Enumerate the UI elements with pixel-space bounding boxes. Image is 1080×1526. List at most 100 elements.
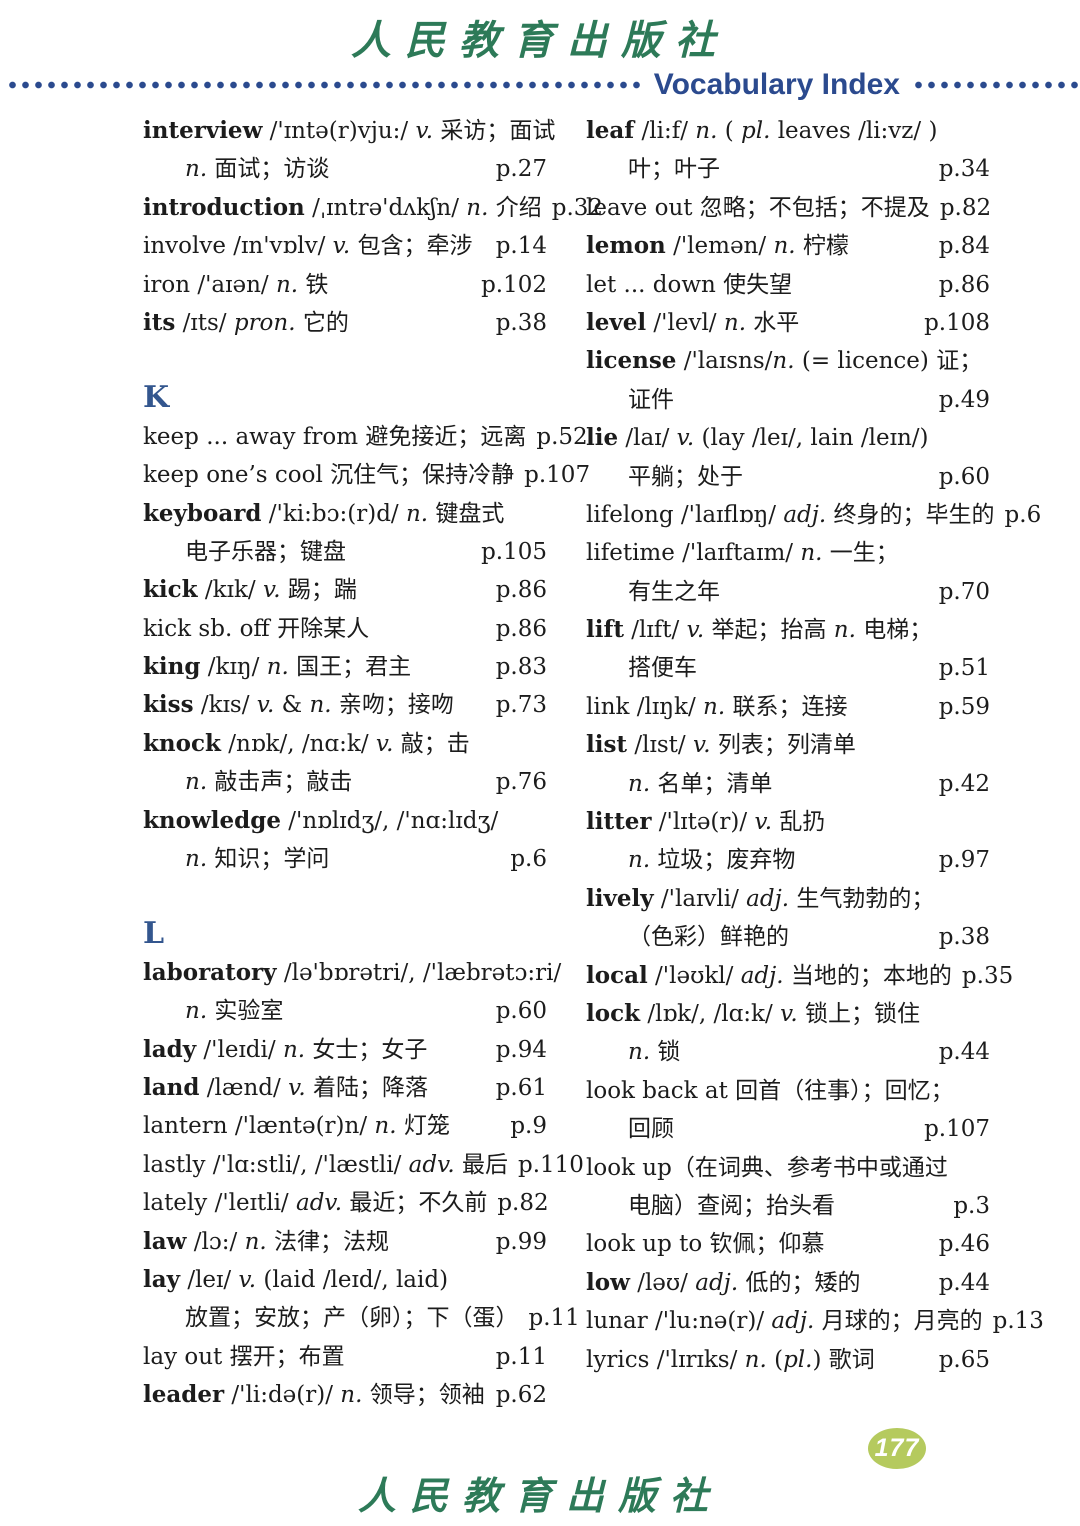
index-entry: keyboard /'ki:bɔ:(r)d/ n. 键盘式 电子乐器；键盘 p.10… [143, 495, 547, 572]
entry-text: list /lɪst/ v. 列表；列清单 [586, 731, 856, 759]
entry-text: level /'levl/ n. 水平 [586, 308, 800, 336]
entry-line: 叶；叶子 p.34 [586, 150, 990, 188]
entry-line: law /lɔ:/ n. 法律；法规 p.99 [143, 1223, 547, 1261]
entry-text: king /kɪŋ/ n. 国王；君主 [143, 653, 412, 681]
index-entry: low /ləʊ/ adj. 低的；矮的 p.44 [586, 1264, 990, 1302]
page-ref: p.44 [938, 1039, 990, 1066]
page-ref: p.107 [524, 462, 591, 489]
page-ref: p.86 [495, 577, 547, 604]
index-entry: lantern /'læntə(r)n/ n. 灯笼 p.9 [143, 1107, 547, 1145]
entry-line: kick sb. off 开除某人 p.86 [143, 610, 547, 648]
entry-text: lifelong /'laɪflɒŋ/ adj. 终身的；毕生的 [586, 501, 995, 528]
entry-line: laboratory /lə'bɒrətri/, /'læbrətɔ:ri/ [143, 954, 561, 992]
page-ref: p.27 [495, 156, 547, 183]
entry-text: leader /'li:də(r)/ n. 领导；领袖 [143, 1381, 485, 1409]
entry-line: lifelong /'laɪflɒŋ/ adj. 终身的；毕生的 p.6 [586, 496, 1041, 534]
index-entry: lifelong /'laɪflɒŋ/ adj. 终身的；毕生的 p.6 [586, 496, 1041, 534]
entry-line: introduction /ˌɪntrə'dʌkʃn/ n. 介绍 p.32 [143, 189, 603, 227]
entry-line: n. 名单；清单 p.42 [586, 765, 990, 803]
index-entry: keep one’s cool 沉住气；保持冷静 p.107 [143, 456, 590, 494]
entry-text: keyboard /'ki:bɔ:(r)d/ n. 键盘式 [143, 499, 505, 527]
entry-text: lastly /'lɑ:stli/, /'læstli/ adv. 最后 [143, 1151, 508, 1178]
entry-text: n. 敲击声；敲击 [185, 769, 353, 796]
page-ref: p.99 [495, 1228, 547, 1255]
entry-line: 平躺；处于 p.60 [586, 458, 990, 496]
page-ref: p.46 [938, 1231, 990, 1258]
entry-text: 回顾 [628, 1116, 674, 1143]
entry-line: iron /'aɪən/ n. 铁 p.102 [143, 266, 547, 304]
index-entry: list /lɪst/ v. 列表；列清单 n. 名单；清单 p.42 [586, 726, 990, 803]
entry-line: 放置；安放；产（卵）；下（蛋） p.11 [143, 1299, 580, 1337]
entry-text: look up to 钦佩；仰慕 [586, 1231, 825, 1258]
entry-text: lie /laɪ/ v. (lay /leɪ/, lain /leɪn/) [586, 424, 929, 452]
entry-line: n. 锁 p.44 [586, 1033, 990, 1071]
entry-line: leaf /li:f/ n. ( pl. leaves /li:vz/ ) [586, 112, 990, 150]
entry-line: 有生之年 p.70 [586, 573, 990, 611]
entry-text: lively /'laɪvli/ adj. 生气勃勃的； [586, 884, 935, 912]
entry-text: look up（在词典、参考书中或通过 [586, 1154, 948, 1181]
index-column-right: leaf /li:f/ n. ( pl. leaves /li:vz/ ) 叶；叶… [586, 112, 1044, 1415]
entry-text: interview /'ɪntə(r)vju:/ v. 采访；面试 [143, 117, 556, 144]
entry-line: low /ləʊ/ adj. 低的；矮的 p.44 [586, 1264, 990, 1302]
entry-text: its /ɪts/ pron. 它的 [143, 308, 349, 336]
index-entry: leader /'li:də(r)/ n. 领导；领袖 p.62 [143, 1376, 547, 1414]
entry-text: lady /'leɪdi/ n. 女士；女子 [143, 1035, 428, 1063]
entry-text: license /'laɪsns/n. (= licence) 证； [586, 347, 983, 375]
entry-line: lastly /'lɑ:stli/, /'læstli/ adv. 最后 p.11… [143, 1146, 584, 1184]
entry-text: 电脑）查阅；抬头看 [628, 1192, 835, 1219]
entry-line: license /'laɪsns/n. (= licence) 证； [586, 342, 990, 380]
index-entry: lyrics /'lɪrɪks/ n. (pl.) 歌词 p.65 [586, 1341, 990, 1379]
index-entry: local /'ləʊkl/ adj. 当地的；本地的 p.35 [586, 957, 1013, 995]
entry-text: knowledge /'nɒlɪdʒ/, /'nɑ:lɪdʒ/ [143, 806, 499, 834]
entry-line: lately /'leɪtli/ adv. 最近；不久前 p.82 [143, 1184, 549, 1222]
page-ref: p.65 [938, 1346, 990, 1373]
index-entry: lady /'leɪdi/ n. 女士；女子 p.94 [143, 1031, 547, 1069]
index-entry: lastly /'lɑ:stli/, /'læstli/ adv. 最后 p.11… [143, 1146, 584, 1184]
entry-text: 搭便车 [628, 655, 697, 682]
index-entry: look back at 回首（往事）；回忆； 回顾 p.107 [586, 1072, 990, 1149]
section-letter: K [143, 380, 170, 416]
page-ref: p.108 [924, 309, 990, 336]
entry-text: link /lɪŋk/ n. 联系；连接 [586, 693, 848, 720]
entry-line: lay /leɪ/ v. (laid /leɪd/, laid) [143, 1261, 547, 1299]
entry-text: n. 实验室 [185, 998, 284, 1025]
index-entry: involve /ɪn'vɒlv/ v. 包含；牵涉 p.14 [143, 227, 547, 265]
entry-text: n. 面试；访谈 [185, 156, 330, 183]
entry-line: involve /ɪn'vɒlv/ v. 包含；牵涉 p.14 [143, 227, 547, 265]
entry-text: lemon /'lemən/ n. 柠檬 [586, 232, 849, 260]
entry-line: 证件 p.49 [586, 381, 990, 419]
entry-line: interview /'ɪntə(r)vju:/ v. 采访；面试 [143, 112, 555, 150]
entry-line: kick /kɪk/ v. 踢；踹 p.86 [143, 571, 547, 609]
entry-text: 电子乐器；键盘 [185, 538, 346, 565]
index-entry: link /lɪŋk/ n. 联系；连接 p.59 [586, 688, 990, 726]
entry-text: kick sb. off 开除某人 [143, 615, 370, 642]
entry-line: litter /'lɪtə(r)/ v. 乱扔 [586, 803, 990, 841]
entry-line: lay out 摆开；布置 p.11 [143, 1338, 547, 1376]
entry-text: keep one’s cool 沉住气；保持冷静 [143, 462, 515, 489]
entry-line: lifetime /'laɪftaɪm/ n. 一生； [586, 534, 990, 572]
entry-line: look up（在词典、参考书中或通过 [586, 1149, 990, 1187]
page-ref: p.84 [938, 233, 990, 260]
entry-text: laboratory /lə'bɒrətri/, /'læbrətɔ:ri/ [143, 958, 562, 986]
page-ref: p.6 [510, 846, 547, 873]
page-ref: p.38 [495, 309, 547, 336]
vocabulary-index: interview /'ɪntə(r)vju:/ v. 采访；面试 n. 面试；访… [143, 112, 1044, 1415]
index-entry: interview /'ɪntə(r)vju:/ v. 采访；面试 n. 面试；访… [143, 112, 555, 189]
page-ref: p.110 [518, 1151, 584, 1178]
entry-text: 有生之年 [628, 578, 720, 605]
entry-text: lantern /'læntə(r)n/ n. 灯笼 [143, 1113, 450, 1140]
index-entry: kick /kɪk/ v. 踢；踹 p.86 [143, 571, 547, 609]
entry-line: knock /nɒk/, /nɑ:k/ v. 敲；击 [143, 725, 547, 763]
index-entry: keep ... away from 避免接近；远离 p.52 [143, 418, 588, 456]
dotted-rule-right [912, 81, 1078, 89]
entry-text: 证件 [628, 386, 674, 413]
page-ref: p.60 [495, 998, 547, 1025]
entry-line: list /lɪst/ v. 列表；列清单 [586, 726, 990, 764]
entry-line: keep ... away from 避免接近；远离 p.52 [143, 418, 588, 456]
entry-text: lock /lɒk/, /lɑ:k/ v. 锁上；锁住 [586, 999, 920, 1027]
index-entry: lunar /'lu:nə(r)/ adj. 月球的；月亮的 p.13 [586, 1302, 1044, 1340]
entry-line: leave out 忽略；不包括；不提及 p.82 [586, 189, 991, 227]
section-letter: L [143, 916, 165, 952]
index-entry: level /'levl/ n. 水平 p.108 [586, 304, 990, 342]
page-ref: p.44 [938, 1269, 990, 1296]
